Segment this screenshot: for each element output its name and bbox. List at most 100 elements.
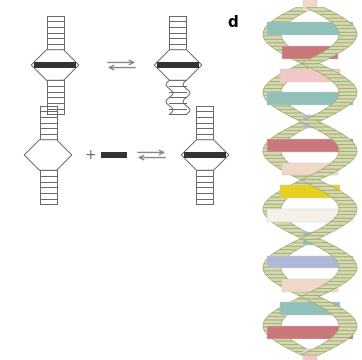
- Polygon shape: [332, 81, 354, 85]
- Polygon shape: [266, 158, 288, 162]
- Polygon shape: [337, 320, 357, 323]
- Polygon shape: [268, 218, 289, 222]
- Polygon shape: [323, 250, 346, 253]
- Polygon shape: [264, 155, 284, 158]
- Polygon shape: [306, 299, 331, 302]
- Polygon shape: [266, 81, 288, 85]
- Polygon shape: [269, 278, 291, 281]
- Polygon shape: [264, 144, 283, 148]
- Polygon shape: [311, 288, 336, 292]
- Bar: [157, 62, 199, 68]
- Polygon shape: [264, 85, 284, 88]
- Polygon shape: [273, 134, 296, 138]
- Polygon shape: [312, 302, 337, 306]
- Bar: [281, 185, 340, 198]
- Bar: [303, 115, 317, 128]
- Polygon shape: [291, 292, 316, 295]
- Polygon shape: [317, 246, 341, 250]
- Polygon shape: [329, 278, 351, 281]
- Polygon shape: [285, 288, 309, 292]
- Polygon shape: [335, 39, 355, 43]
- Polygon shape: [284, 127, 308, 130]
- Polygon shape: [333, 257, 354, 260]
- Polygon shape: [271, 222, 294, 225]
- Polygon shape: [326, 18, 349, 22]
- Polygon shape: [307, 183, 332, 186]
- Polygon shape: [270, 78, 292, 81]
- Polygon shape: [263, 152, 282, 155]
- Polygon shape: [303, 239, 328, 243]
- Bar: [34, 62, 76, 68]
- Polygon shape: [290, 299, 315, 302]
- Polygon shape: [31, 50, 79, 80]
- Polygon shape: [263, 36, 282, 39]
- Polygon shape: [271, 46, 294, 50]
- Polygon shape: [324, 134, 348, 138]
- Polygon shape: [276, 225, 300, 229]
- Polygon shape: [322, 74, 346, 78]
- Polygon shape: [265, 274, 287, 278]
- Bar: [267, 256, 353, 269]
- Polygon shape: [308, 348, 333, 351]
- Text: d: d: [228, 14, 238, 30]
- Polygon shape: [273, 281, 296, 285]
- Polygon shape: [281, 345, 305, 348]
- Polygon shape: [274, 74, 298, 78]
- Polygon shape: [338, 264, 357, 267]
- Polygon shape: [263, 327, 282, 330]
- Polygon shape: [271, 18, 294, 22]
- Text: +: +: [84, 148, 96, 162]
- Polygon shape: [264, 330, 285, 334]
- Polygon shape: [263, 208, 281, 211]
- Polygon shape: [329, 138, 352, 141]
- Polygon shape: [339, 32, 357, 36]
- Polygon shape: [286, 172, 311, 176]
- Polygon shape: [267, 43, 289, 46]
- Polygon shape: [268, 22, 289, 25]
- Bar: [267, 93, 353, 105]
- Polygon shape: [314, 53, 338, 57]
- Polygon shape: [298, 120, 323, 123]
- Polygon shape: [338, 204, 357, 208]
- Bar: [281, 302, 340, 315]
- Polygon shape: [331, 218, 353, 222]
- Polygon shape: [331, 43, 353, 46]
- Polygon shape: [24, 140, 72, 170]
- Polygon shape: [321, 190, 344, 194]
- Polygon shape: [319, 306, 343, 309]
- Polygon shape: [300, 180, 325, 183]
- Polygon shape: [309, 172, 334, 176]
- Polygon shape: [328, 162, 350, 166]
- Polygon shape: [272, 309, 295, 313]
- Polygon shape: [338, 267, 357, 271]
- Polygon shape: [337, 271, 357, 274]
- Polygon shape: [278, 130, 302, 134]
- Polygon shape: [280, 169, 304, 172]
- Polygon shape: [264, 39, 285, 43]
- Polygon shape: [302, 176, 327, 180]
- Polygon shape: [270, 162, 292, 166]
- Polygon shape: [283, 302, 307, 306]
- Polygon shape: [279, 246, 303, 250]
- Bar: [282, 163, 338, 175]
- Polygon shape: [338, 88, 357, 92]
- Polygon shape: [327, 46, 349, 50]
- Polygon shape: [334, 141, 355, 144]
- Polygon shape: [289, 8, 313, 11]
- Polygon shape: [290, 123, 315, 127]
- Polygon shape: [337, 211, 357, 215]
- Polygon shape: [273, 106, 296, 109]
- Polygon shape: [280, 71, 304, 74]
- Polygon shape: [263, 267, 282, 271]
- Polygon shape: [287, 348, 312, 351]
- Polygon shape: [298, 295, 324, 299]
- Polygon shape: [330, 313, 352, 316]
- Polygon shape: [312, 113, 336, 116]
- Polygon shape: [298, 120, 323, 123]
- Polygon shape: [288, 57, 313, 60]
- Polygon shape: [274, 250, 297, 253]
- Polygon shape: [264, 260, 284, 264]
- Polygon shape: [304, 116, 330, 120]
- Bar: [267, 326, 353, 339]
- Bar: [303, 232, 317, 245]
